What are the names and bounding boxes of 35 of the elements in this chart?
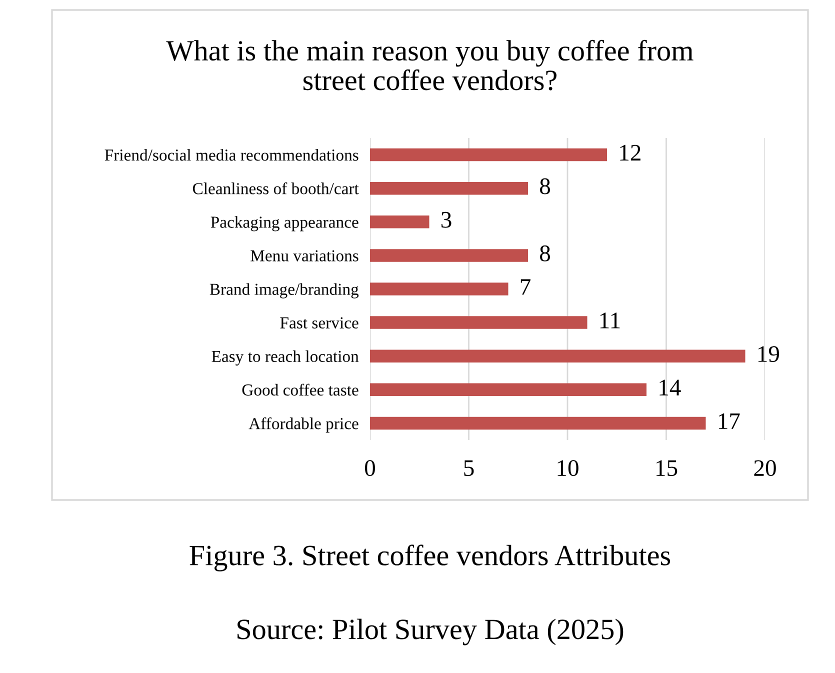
x-tick-label: 20 bbox=[754, 460, 776, 476]
data-label: 12 bbox=[620, 144, 640, 160]
caption: Figure 3. Street coffee vendors Attributes bbox=[190, 544, 670, 572]
y-tick-label: Brand image/branding bbox=[210, 283, 359, 298]
y-tick-label: Cleanliness of booth/cart bbox=[192, 182, 359, 194]
source-note: Source: Pilot Survey Data (2025) bbox=[238, 618, 624, 646]
data-label: 19 bbox=[758, 346, 780, 362]
bar bbox=[370, 282, 508, 296]
bar bbox=[370, 249, 528, 262]
y-tick-label: Friend/social media recommendations bbox=[104, 148, 358, 161]
bar bbox=[370, 350, 746, 362]
data-label: 3 bbox=[441, 212, 452, 228]
data-label: 7 bbox=[520, 279, 530, 295]
y-tick-label: Easy to reach location bbox=[212, 350, 359, 366]
bar bbox=[370, 416, 706, 430]
data-label: 14 bbox=[660, 380, 681, 396]
bar bbox=[370, 316, 588, 329]
bar bbox=[370, 383, 646, 396]
data-label: 8 bbox=[540, 178, 550, 194]
bar bbox=[370, 216, 430, 228]
y-tick-label: Packaging appearance bbox=[210, 216, 358, 232]
bar bbox=[370, 148, 607, 162]
data-label: 11 bbox=[600, 312, 620, 328]
bar bbox=[370, 182, 528, 195]
x-tick-label: 5 bbox=[464, 460, 474, 476]
y-tick-label: Good coffee taste bbox=[242, 384, 358, 396]
x-tick-label: 15 bbox=[656, 460, 678, 476]
x-tick-label: 10 bbox=[558, 460, 578, 476]
x-tick-label: 0 bbox=[364, 460, 376, 476]
y-tick-label: Menu variations bbox=[250, 250, 358, 262]
data-label: 8 bbox=[540, 245, 550, 262]
data-label: 17 bbox=[718, 413, 740, 429]
chart-title: What is the main reason you buy coffee from street coffee vendors? bbox=[166, 40, 694, 90]
y-tick-label: Fast service bbox=[280, 317, 358, 328]
y-tick-label: Affordable price bbox=[248, 417, 358, 433]
